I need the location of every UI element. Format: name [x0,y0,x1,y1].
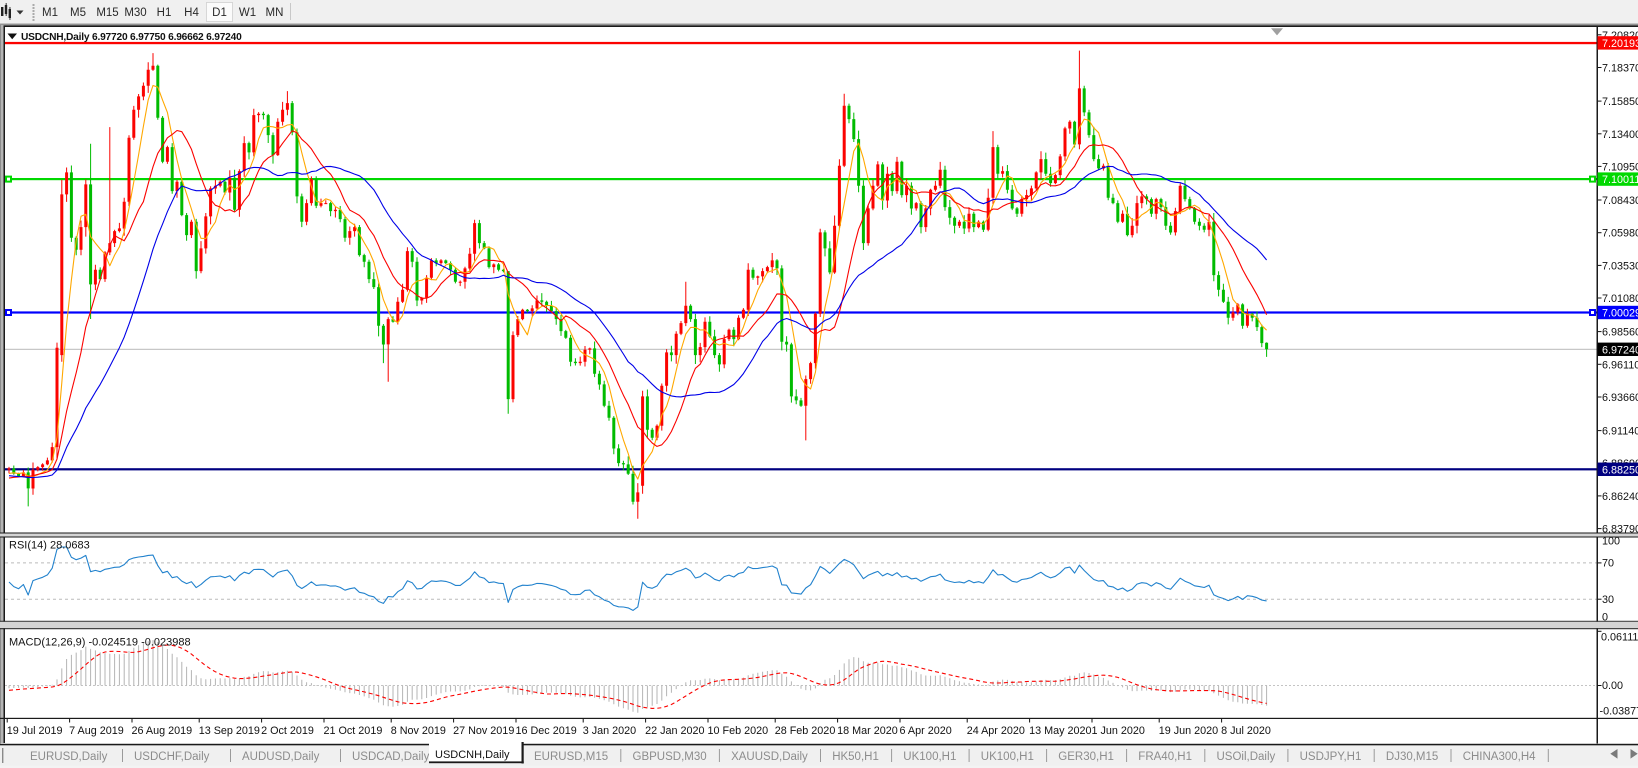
svg-text:EURUSD,Daily: EURUSD,Daily [30,751,108,763]
svg-text:7.05980: 7.05980 [1602,228,1638,240]
svg-text:FRA40,H1: FRA40,H1 [1138,751,1192,763]
svg-text:26 Aug 2019: 26 Aug 2019 [132,725,193,737]
svg-text:MACD(12,26,9) -0.024519 -0.023: MACD(12,26,9) -0.024519 -0.023988 [9,637,191,649]
svg-text:MN: MN [266,7,284,19]
svg-text:H4: H4 [184,7,199,19]
svg-text:W1: W1 [239,7,256,19]
svg-text:UK100,H1: UK100,H1 [903,751,956,763]
svg-text:24 Apr 2020: 24 Apr 2020 [967,725,1025,737]
svg-text:HK50,H1: HK50,H1 [832,751,879,763]
svg-text:19 Jul 2019: 19 Jul 2019 [7,725,63,737]
svg-text:2 Oct 2019: 2 Oct 2019 [261,725,314,737]
svg-text:1 Jun 2020: 1 Jun 2020 [1092,725,1145,737]
svg-text:M5: M5 [70,7,86,19]
svg-text:USDCAD,Daily: USDCAD,Daily [352,751,430,763]
svg-text:D1: D1 [212,7,227,19]
svg-text:7.20193: 7.20193 [1602,38,1638,50]
svg-text:GBPUSD,M30: GBPUSD,M30 [633,751,707,763]
svg-text:GER30,H1: GER30,H1 [1058,751,1114,763]
svg-text:USDCNH,Daily: USDCNH,Daily [435,749,510,761]
svg-text:10 Feb 2020: 10 Feb 2020 [708,725,769,737]
svg-text:18 Mar 2020: 18 Mar 2020 [837,725,898,737]
svg-text:7.08430: 7.08430 [1602,195,1638,207]
svg-text:28 Feb 2020: 28 Feb 2020 [775,725,836,737]
svg-text:M15: M15 [96,7,118,19]
svg-text:UK100,H1: UK100,H1 [981,751,1034,763]
svg-text:USDJPY,H1: USDJPY,H1 [1300,751,1362,763]
svg-text:7.03530: 7.03530 [1602,260,1638,272]
svg-text:0: 0 [1602,611,1608,623]
svg-text:100: 100 [1602,536,1620,548]
svg-text:0.061119: 0.061119 [1601,632,1638,644]
svg-text:7.00029: 7.00029 [1602,308,1638,320]
svg-text:6.83790: 6.83790 [1602,524,1638,536]
svg-text:3 Jan 2020: 3 Jan 2020 [583,725,636,737]
svg-text:6 Apr 2020: 6 Apr 2020 [900,725,952,737]
svg-text:6.91140: 6.91140 [1602,426,1638,438]
svg-text:16 Dec 2019: 16 Dec 2019 [516,725,577,737]
svg-text:7 Aug 2019: 7 Aug 2019 [69,725,124,737]
svg-text:7.10950: 7.10950 [1602,161,1638,173]
svg-text:-0.03877: -0.03877 [1600,706,1638,718]
svg-text:30: 30 [1602,594,1614,606]
svg-text:H1: H1 [157,7,172,19]
svg-text:XAUUSD,Daily: XAUUSD,Daily [731,751,808,763]
svg-text:6.98560: 6.98560 [1602,327,1638,339]
svg-text:6.88250: 6.88250 [1602,464,1638,476]
svg-text:RSI(14) 28.0683: RSI(14) 28.0683 [9,540,90,552]
svg-text:DJ30,M15: DJ30,M15 [1386,751,1438,763]
svg-text:EURUSD,M15: EURUSD,M15 [534,751,608,763]
svg-text:6.93660: 6.93660 [1602,392,1638,404]
svg-text:7.15850: 7.15850 [1602,96,1638,108]
svg-text:CHINA300,H4: CHINA300,H4 [1463,751,1536,763]
svg-text:70: 70 [1602,558,1614,570]
svg-text:21 Oct 2019: 21 Oct 2019 [324,725,383,737]
svg-text:13 Sep 2019: 13 Sep 2019 [199,725,260,737]
svg-text:22 Jan 2020: 22 Jan 2020 [645,725,704,737]
svg-text:19 Jun 2020: 19 Jun 2020 [1159,725,1218,737]
svg-text:6.86240: 6.86240 [1602,491,1638,503]
svg-text:USDCHF,Daily: USDCHF,Daily [134,751,210,763]
svg-text:M30: M30 [124,7,146,19]
svg-text:7.18370: 7.18370 [1602,63,1638,75]
svg-text:8 Nov 2019: 8 Nov 2019 [391,725,446,737]
svg-text:13 May 2020: 13 May 2020 [1029,725,1091,737]
svg-text:AUDUSD,Daily: AUDUSD,Daily [242,751,320,763]
svg-text:M1: M1 [42,7,58,19]
svg-text:0.00: 0.00 [1602,680,1623,692]
svg-text:7.01080: 7.01080 [1602,293,1638,305]
svg-text:27 Nov 2019: 27 Nov 2019 [453,725,514,737]
svg-text:6.97240: 6.97240 [1602,344,1638,356]
svg-text:7.10011: 7.10011 [1602,174,1638,186]
svg-text:6.96110: 6.96110 [1602,359,1638,371]
svg-text:USOil,Daily: USOil,Daily [1217,751,1276,763]
svg-text:USDCNH,Daily 6.97720 6.97750: USDCNH,Daily 6.97720 6.97750 6.96662 6.9… [21,32,242,43]
svg-text:7.13400: 7.13400 [1602,129,1638,141]
svg-text:8 Jul 2020: 8 Jul 2020 [1221,725,1271,737]
